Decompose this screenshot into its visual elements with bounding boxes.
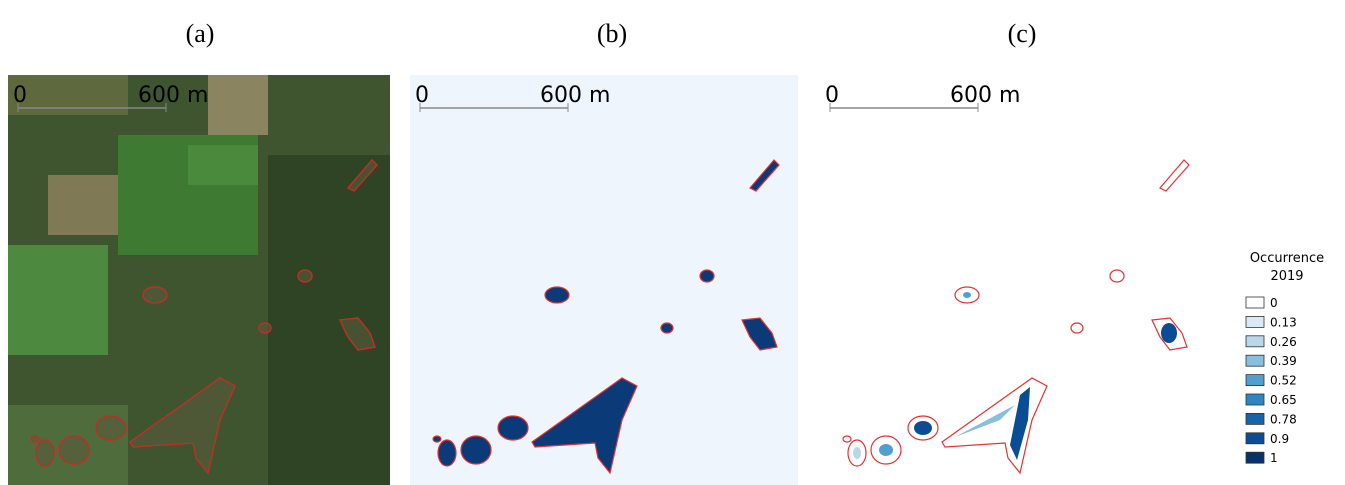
panel-a [8,75,390,485]
panel-b [410,75,798,485]
figure: (a) 0 600 m (b) 0 600 m (c) 0 600 m Occurrence 201… [0,0,1345,485]
scale-end: 600 m [950,83,1020,108]
legend-label: 0.39 [1270,354,1297,368]
scale-start: 0 [13,83,27,108]
scale-end: 600 m [540,83,610,108]
panel-label: (c) [1008,19,1037,48]
legend-label: 0 [1270,296,1278,310]
legend-title: Occurrence [1250,251,1324,266]
legend-swatch [1246,336,1264,347]
legend-swatch [1246,375,1264,386]
legend-swatch [1246,355,1264,366]
legend-swatch [1246,394,1264,405]
legend-label: 1 [1270,451,1278,465]
legend-label: 0.13 [1270,315,1297,329]
scale-start: 0 [825,83,839,108]
panel-label: (a) [186,19,215,48]
legend-title: 2019 [1270,269,1303,284]
legend-label: 0.65 [1270,393,1297,407]
panel-label: (b) [597,19,627,48]
legend-swatch [1246,316,1264,327]
scale-start: 0 [415,83,429,108]
legend-swatch [1246,452,1264,463]
legend-swatch [1246,413,1264,424]
legend-label: 0.52 [1270,374,1297,388]
legend-label: 0.9 [1270,432,1289,446]
legend-swatch [1246,433,1264,444]
legend-label: 0.78 [1270,412,1297,426]
legend-swatch [1246,297,1264,308]
legend-label: 0.26 [1270,335,1297,349]
panel-c [820,75,1208,485]
scale-end: 600 m [138,83,208,108]
